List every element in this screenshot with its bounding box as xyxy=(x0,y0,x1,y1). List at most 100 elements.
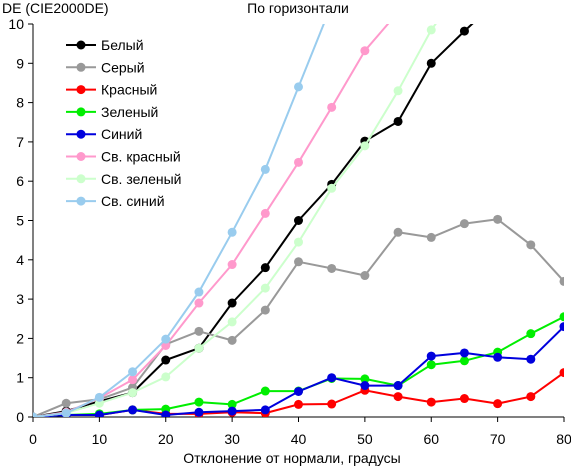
y-tick-label: 6 xyxy=(16,173,24,189)
legend-label: Белый xyxy=(101,37,144,53)
chart-title: По горизонтали xyxy=(247,0,349,16)
series-group xyxy=(33,24,564,417)
x-tick-label: 20 xyxy=(158,431,174,447)
data-point xyxy=(426,232,436,242)
data-point xyxy=(294,82,303,92)
legend-item: Белый xyxy=(66,37,144,53)
data-point xyxy=(526,329,536,339)
y-tick-label: 7 xyxy=(16,134,24,150)
data-point xyxy=(393,227,403,237)
data-point xyxy=(493,399,503,409)
y-tick-label: 10 xyxy=(8,16,24,32)
x-tick-label: 30 xyxy=(224,431,240,447)
y-tick-label: 1 xyxy=(16,370,24,386)
legend-item: Серый xyxy=(66,59,145,75)
data-point xyxy=(260,208,270,218)
data-point xyxy=(426,351,436,361)
data-point xyxy=(128,405,138,415)
data-point xyxy=(426,360,436,370)
data-point xyxy=(194,287,204,297)
x-tick-label: 60 xyxy=(423,431,439,447)
data-point xyxy=(393,381,403,391)
y-tick-label: 9 xyxy=(16,55,24,71)
legend-label: Св. зеленый xyxy=(101,171,181,187)
data-point xyxy=(61,408,71,417)
data-point xyxy=(327,183,337,193)
series-line xyxy=(33,24,325,417)
legend-label: Серый xyxy=(101,59,145,75)
data-point xyxy=(161,355,171,365)
legend-item: Св. синий xyxy=(66,193,165,209)
data-point xyxy=(559,322,564,332)
data-point xyxy=(360,381,370,391)
x-tick-label: 0 xyxy=(29,431,37,447)
legend-label: Красный xyxy=(101,82,157,98)
legend-marker xyxy=(76,129,86,139)
data-point xyxy=(459,26,469,36)
data-point xyxy=(294,157,303,167)
legend-marker xyxy=(76,174,86,184)
data-point xyxy=(360,271,370,281)
data-point xyxy=(360,374,370,384)
y-tick-label: 8 xyxy=(16,95,24,111)
data-point xyxy=(459,219,469,229)
data-point xyxy=(227,399,237,409)
x-tick-label: 50 xyxy=(357,431,373,447)
data-point xyxy=(161,340,171,350)
legend-marker xyxy=(76,62,86,72)
legend-label: Св. синий xyxy=(101,193,165,209)
legend-label: Св. красный xyxy=(101,149,181,165)
data-point xyxy=(128,375,138,385)
legend: Белый Серый Красный Зеленый Синий Св. красный… xyxy=(66,37,181,209)
data-point xyxy=(94,392,104,402)
data-point xyxy=(327,399,337,409)
legend-item: Св. красный xyxy=(66,149,181,165)
data-point xyxy=(426,397,436,407)
data-point xyxy=(526,354,536,364)
y-tick-label: 4 xyxy=(16,252,24,268)
legend-marker xyxy=(76,152,86,161)
data-point xyxy=(227,406,237,416)
x-tick-label: 40 xyxy=(291,431,307,447)
legend-item: Синий xyxy=(66,126,142,142)
data-point xyxy=(493,214,503,224)
data-point xyxy=(526,392,536,402)
data-point xyxy=(294,386,303,396)
data-point xyxy=(360,141,370,151)
data-point xyxy=(33,412,38,417)
data-point xyxy=(294,216,303,225)
data-point xyxy=(393,392,403,402)
data-point xyxy=(327,373,337,383)
data-point xyxy=(426,58,436,68)
legend-marker xyxy=(76,40,86,50)
y-tick-label: 5 xyxy=(16,213,24,229)
legend-label: Синий xyxy=(101,126,142,142)
legend-marker xyxy=(76,196,86,206)
data-point xyxy=(194,407,204,417)
x-tick-label: 80 xyxy=(556,431,571,447)
data-point xyxy=(227,317,237,327)
data-point xyxy=(294,257,303,267)
data-point xyxy=(459,348,469,358)
series-6 xyxy=(33,24,390,417)
data-point xyxy=(260,405,270,415)
data-point xyxy=(327,102,337,112)
data-point xyxy=(227,298,237,308)
legend-marker xyxy=(76,107,86,117)
data-point xyxy=(393,86,403,96)
data-point xyxy=(559,312,564,322)
legend-item: Св. зеленый xyxy=(66,171,181,187)
data-point xyxy=(260,283,270,293)
data-point xyxy=(161,334,171,344)
legend-item: Красный xyxy=(66,82,157,98)
data-point xyxy=(61,398,71,408)
data-point xyxy=(559,276,564,286)
x-tick-label: 10 xyxy=(92,431,108,447)
data-point xyxy=(128,388,138,398)
series-5 xyxy=(33,322,564,417)
series-7 xyxy=(33,24,437,417)
data-point xyxy=(526,240,536,250)
data-point xyxy=(327,263,337,273)
data-point xyxy=(227,260,237,270)
